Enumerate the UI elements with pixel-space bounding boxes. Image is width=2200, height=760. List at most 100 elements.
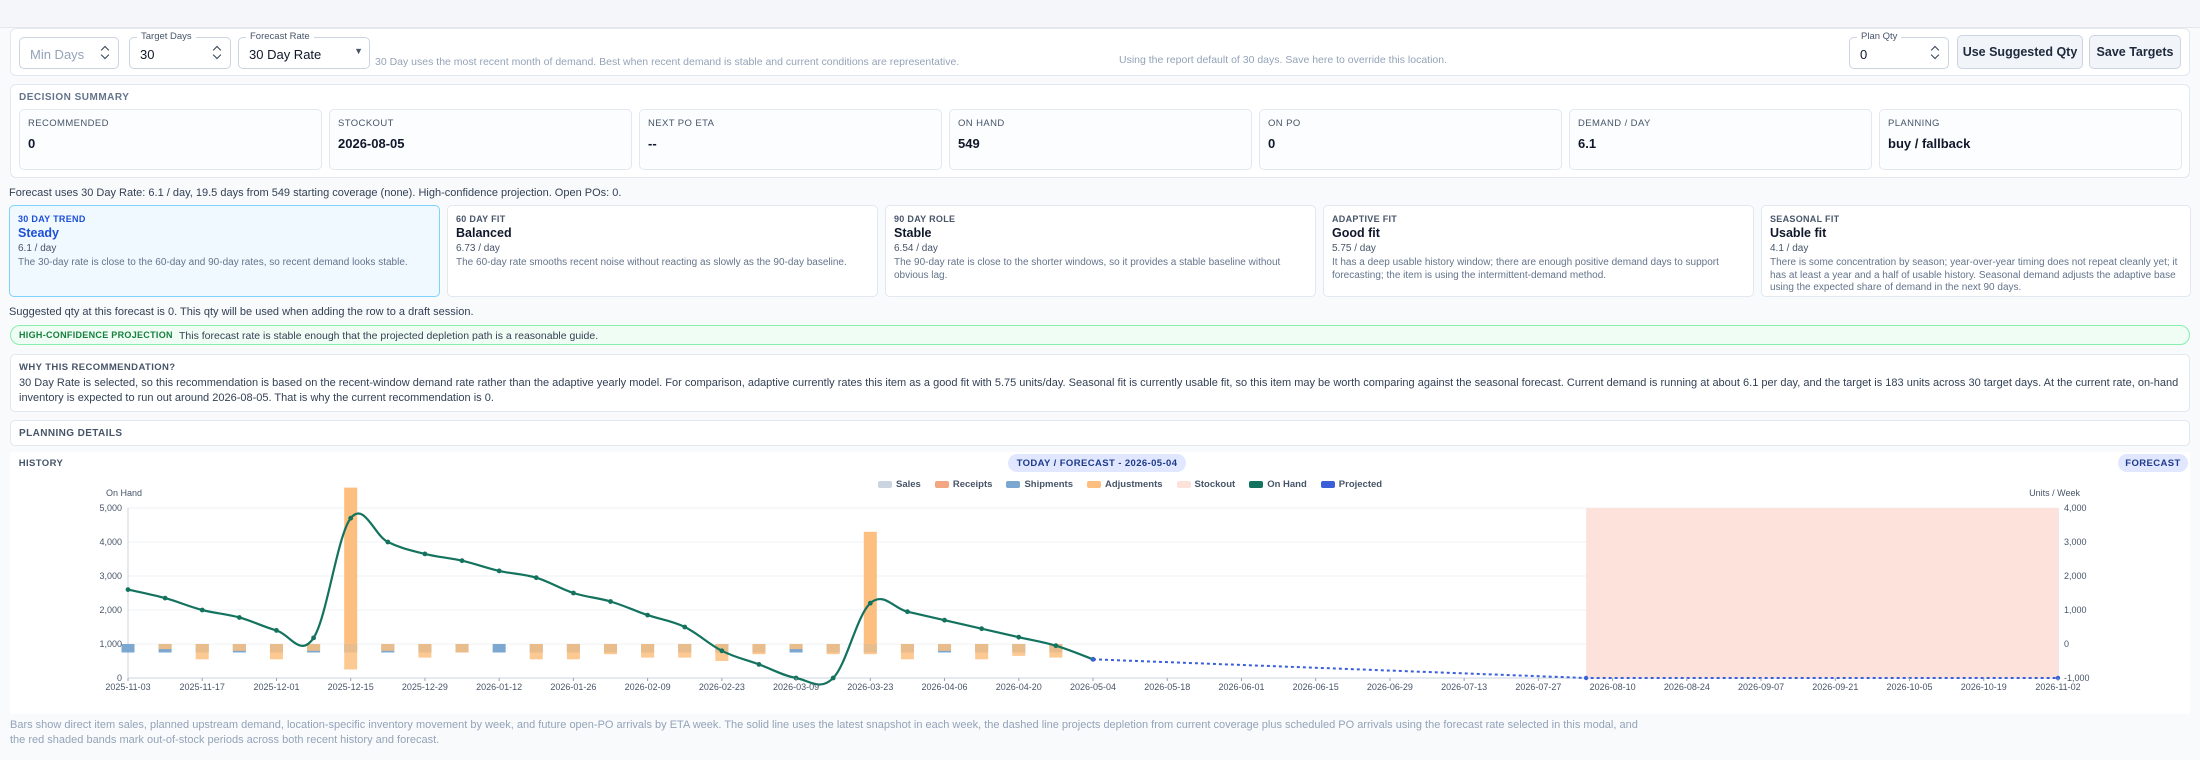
metric-value: buy / fallback [1888,136,1971,151]
metric-value: 0 [1268,136,1276,151]
rate-value: 6.1 / day [18,243,57,254]
swatch-projected [1320,480,1335,488]
rate-label: 90 DAY ROLE [894,214,956,224]
targets-bar: Min Days Target Days 30 Forecast Rate 30… [10,28,2190,76]
metric-value: 6.1 [1578,136,1597,151]
planning-details-toggle[interactable]: PLANNING DETAILS [10,420,2190,446]
confidence-banner: HIGH-CONFIDENCE PROJECTION This forecast… [10,325,2190,345]
metric-label: DEMAND / DAY [1578,118,1651,129]
swatch-receipts [934,480,949,488]
rate-name: Steady [18,226,59,240]
swatch-shipments [1006,480,1021,488]
target-days-field[interactable]: Target Days 30 [129,31,231,69]
stepper-icon[interactable] [102,45,110,61]
plan-qty-value: 0 [1860,47,1868,62]
metric-on-hand: ON HAND 549 [949,109,1252,170]
rate-label: ADAPTIVE FIT [1332,214,1398,224]
legend-receipts[interactable]: Receipts [934,479,992,490]
legend-label: Adjustments [1105,478,1163,490]
forecast-label: FORECAST [2118,454,2188,472]
rate-value: 5.75 / day [1332,243,1376,254]
legend-sales[interactable]: Sales [878,479,921,490]
chart-legend: Sales Receipts Shipments Adjustments Sto… [878,478,1382,490]
rate-note: 30 Day uses the most recent month of dem… [375,56,960,68]
stepper-icon[interactable] [214,45,222,61]
metric-label: PLANNING [1888,118,1940,129]
legend-label: On Hand [1267,478,1307,490]
why-recommendation: WHY THIS RECOMMENDATION? 30 Day Rate is … [10,354,2190,412]
rate-description: The 30-day rate is close to the 60-day a… [18,257,408,268]
metric-on-po: ON PO 0 [1259,109,1562,170]
forecast-rate-label: Forecast Rate [246,31,314,42]
metric-label: NEXT PO ETA [648,118,715,129]
why-title: WHY THIS RECOMMENDATION? [19,362,176,373]
rate-value: 6.54 / day [894,243,938,254]
target-days-value: 30 [140,47,155,62]
use-suggested-qty-button[interactable]: Use Suggested Qty [1957,35,2083,69]
legend-label: Projected [1338,478,1383,490]
rate-card-30-day[interactable]: 30 DAY TREND Steady 6.1 / day The 30-day… [9,205,440,297]
swatch-stockout [1176,480,1191,488]
forecast-summary-line: Forecast uses 30 Day Rate: 6.1 / day, 19… [9,187,622,199]
rate-description: It has a deep usable history window; the… [1332,257,1719,281]
rate-name: Usable fit [1770,226,1827,240]
metric-next-po-eta: NEXT PO ETA -- [639,109,942,170]
rate-card-90-day[interactable]: 90 DAY ROLE Stable 6.54 / day The 90-day… [885,205,1316,297]
metric-stockout: STOCKOUT 2026-08-05 [329,109,632,170]
rate-card-60-day[interactable]: 60 DAY FIT Balanced 6.73 / day The 60-da… [447,205,878,297]
legend-label: Stockout [1194,478,1236,490]
forecast-rate-select[interactable]: Forecast Rate 30 Day Rate ▼ [238,31,370,69]
default-note: Using the report default of 30 days. Sav… [1119,54,1448,66]
metric-value: 549 [958,136,980,151]
planning-details-title: PLANNING DETAILS [19,428,123,439]
top-strip [0,0,2200,28]
chevron-down-icon: ▼ [354,46,363,56]
decision-summary: DECISION SUMMARY RECOMMENDED 0 STOCKOUT … [10,84,2190,178]
save-targets-button[interactable]: Save Targets [2089,35,2181,69]
today-forecast-label: TODAY / FORECAST - 2026-05-04 [1008,454,1186,472]
rate-value: 6.73 / day [456,243,500,254]
legend-stockout[interactable]: Stockout [1176,478,1236,490]
legend-shipments[interactable]: Shipments [1006,479,1073,490]
rate-name: Balanced [456,226,512,240]
rate-label: SEASONAL FIT [1770,214,1840,224]
metric-label: RECOMMENDED [28,118,109,129]
chart-footnote: Bars show direct item sales, planned ups… [10,719,1638,746]
chart-panel [10,452,2190,714]
target-days-label: Target Days [137,31,196,42]
suggested-qty-line: Suggested qty at this forecast is 0. Thi… [9,306,474,318]
legend-projected[interactable]: Projected [1320,478,1383,490]
rate-value: 4.1 / day [1770,243,1809,254]
legend-adjustments[interactable]: Adjustments [1087,479,1163,490]
metric-planning: PLANNING buy / fallback [1879,109,2182,170]
forecast-rate-value: 30 Day Rate [249,47,322,62]
metric-label: ON PO [1268,118,1301,129]
swatch-adjustments [1087,480,1101,488]
rate-card-seasonal[interactable]: SEASONAL FIT Usable fit 4.1 / day There … [1761,205,2191,297]
rate-label: 30 DAY TREND [18,214,86,224]
plan-qty-label: Plan Qty [1857,31,1902,42]
rate-label: 60 DAY FIT [456,214,506,224]
legend-on-hand[interactable]: On Hand [1249,479,1307,490]
metric-value: 0 [28,136,36,151]
why-body: 30 Day Rate is selected, so this recomme… [19,377,2179,404]
stepper-icon[interactable] [1932,45,1940,61]
swatch-sales [878,480,892,488]
min-days-field[interactable]: Min Days [19,37,119,69]
rate-card-adaptive[interactable]: ADAPTIVE FIT Good fit 5.75 / day It has … [1323,205,1754,297]
rate-name: Good fit [1332,226,1380,240]
plan-qty-field[interactable]: Plan Qty 0 [1849,31,1949,69]
legend-label: Shipments [1024,478,1073,490]
confidence-badge: HIGH-CONFIDENCE PROJECTION [19,330,173,340]
rate-name: Stable [894,226,932,240]
history-label: HISTORY [18,457,64,469]
legend-label: Sales [896,478,921,490]
rate-description: The 90-day rate is close to the shorter … [894,257,1281,281]
rate-description: The 60-day rate smooths recent noise wit… [456,257,847,268]
metric-demand-per-day: DEMAND / DAY 6.1 [1569,109,1872,170]
metric-value: -- [648,136,657,151]
decision-summary-title: DECISION SUMMARY [19,92,130,103]
metric-label: STOCKOUT [338,118,394,129]
metric-label: ON HAND [958,118,1005,129]
swatch-on-hand [1249,480,1264,488]
